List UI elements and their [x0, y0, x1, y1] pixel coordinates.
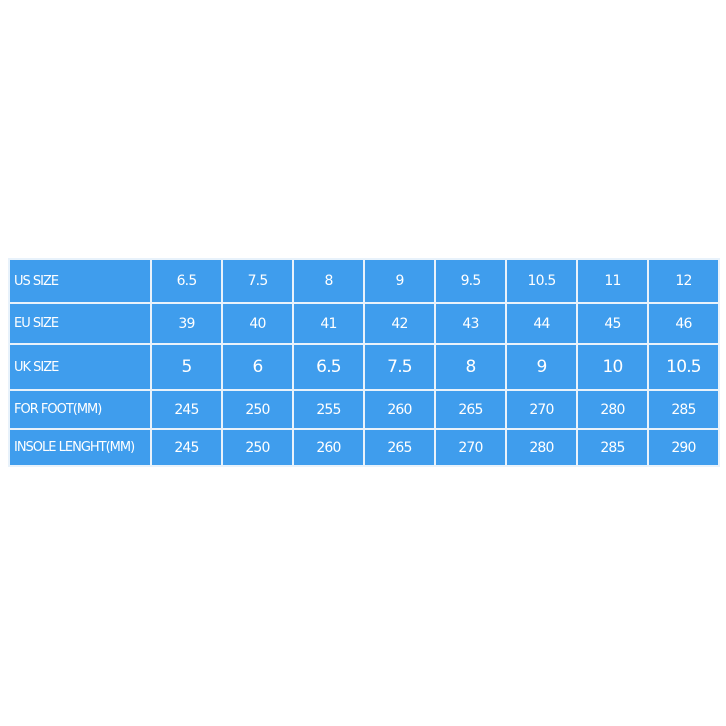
- table-cell: 8: [434, 343, 507, 391]
- table-cell: 280: [576, 389, 649, 430]
- table-cell: 8: [292, 258, 365, 304]
- table-cell: 290: [647, 428, 720, 467]
- table-cell: 250: [221, 389, 294, 430]
- row-label: UK SIZE: [8, 343, 152, 391]
- table-cell: 10.5: [647, 343, 720, 391]
- table-cell: 7.5: [221, 258, 294, 304]
- table-cell: 285: [576, 428, 649, 467]
- row-label: FOR FOOT(MM): [8, 389, 152, 430]
- table-cell: 12: [647, 258, 720, 304]
- table-cell: 245: [150, 428, 223, 467]
- table-body: US SIZE 6.5 7.5 8 9 9.5 10.5 11 12 EU SIZE 39 40 41 4…: [8, 258, 720, 467]
- table-cell: 6.5: [150, 258, 223, 304]
- row-label: EU SIZE: [8, 302, 152, 345]
- table-cell: 10.5: [505, 258, 578, 304]
- table-row: INSOLE LENGHT(MM) 245 250 260 265 270 280 285 29…: [8, 428, 720, 467]
- table-cell: 40: [221, 302, 294, 345]
- row-label: INSOLE LENGHT(MM): [8, 428, 152, 467]
- table-cell: 6: [221, 343, 294, 391]
- table-row: UK SIZE 5 6 6.5 7.5 8 9 10 10.5: [8, 343, 720, 391]
- table-cell: 5: [150, 343, 223, 391]
- table-cell: 45: [576, 302, 649, 345]
- table-cell: 250: [221, 428, 294, 467]
- table-cell: 260: [363, 389, 436, 430]
- table-cell: 41: [292, 302, 365, 345]
- size-table: US SIZE 6.5 7.5 8 9 9.5 10.5 11 12 EU SIZE 39 40 41 4…: [8, 258, 720, 467]
- row-label: US SIZE: [8, 258, 152, 304]
- table-cell: 9.5: [434, 258, 507, 304]
- table-cell: 6.5: [292, 343, 365, 391]
- table-cell: 265: [363, 428, 436, 467]
- table-row: EU SIZE 39 40 41 42 43 44 45 46: [8, 302, 720, 345]
- table-cell: 39: [150, 302, 223, 345]
- table-cell: 265: [434, 389, 507, 430]
- table-row: FOR FOOT(MM) 245 250 255 260 265 270 280 285: [8, 389, 720, 430]
- table-cell: 44: [505, 302, 578, 345]
- table-cell: 245: [150, 389, 223, 430]
- table-cell: 43: [434, 302, 507, 345]
- table-cell: 9: [363, 258, 436, 304]
- table-cell: 42: [363, 302, 436, 345]
- table-cell: 10: [576, 343, 649, 391]
- table-cell: 280: [505, 428, 578, 467]
- table-cell: 260: [292, 428, 365, 467]
- table-cell: 46: [647, 302, 720, 345]
- table-cell: 7.5: [363, 343, 436, 391]
- table-cell: 11: [576, 258, 649, 304]
- table-cell: 285: [647, 389, 720, 430]
- table-cell: 270: [434, 428, 507, 467]
- table-cell: 255: [292, 389, 365, 430]
- table-cell: 9: [505, 343, 578, 391]
- table-cell: 270: [505, 389, 578, 430]
- table-row: US SIZE 6.5 7.5 8 9 9.5 10.5 11 12: [8, 258, 720, 304]
